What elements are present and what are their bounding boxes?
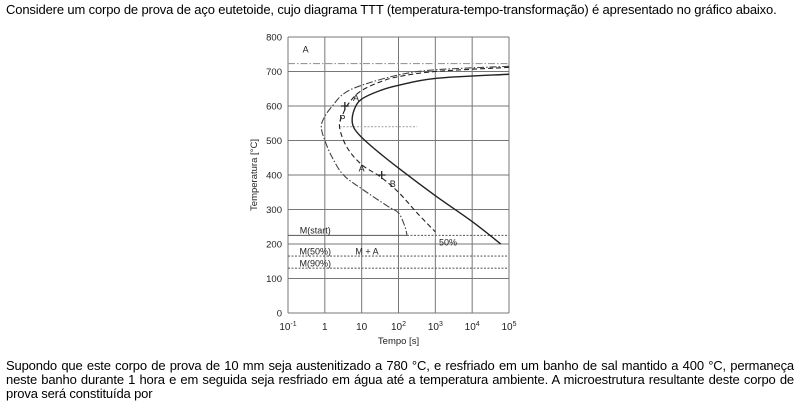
y-tick-label: 500 — [266, 136, 282, 147]
y-tick-label: 800 — [266, 33, 282, 44]
transformation-curve-dash-dot — [320, 65, 510, 236]
region-label: A — [303, 45, 309, 55]
cross-marker — [340, 102, 349, 110]
x-tick-label: 10 — [356, 322, 368, 333]
region-label: 50% — [439, 238, 457, 248]
x-tick-label: 105 — [501, 321, 516, 333]
region-label: M(50%) — [300, 246, 332, 256]
x-tick-label: 102 — [391, 321, 406, 333]
x-tick-label: 103 — [428, 321, 443, 333]
question-intro: Considere um corpo de prova de aço eutet… — [6, 2, 777, 17]
y-tick-label: 0 — [277, 309, 282, 320]
cross-marker — [377, 171, 386, 179]
region-label: A — [359, 164, 365, 174]
y-tick-label: 600 — [266, 102, 282, 113]
y-tick-label: 200 — [266, 240, 282, 251]
y-tick-label: 400 — [266, 171, 282, 182]
x-axis-label: Tempo [s] — [378, 336, 419, 347]
question-statement: Supondo que este corpo de prova de 10 mm… — [6, 358, 794, 401]
region-label: A — [353, 93, 359, 103]
y-axis-label: Temperatura [°C] — [249, 139, 260, 211]
region-label: P — [339, 114, 345, 124]
x-tick-label: 104 — [465, 321, 480, 333]
transformation-curve-dashed — [338, 66, 510, 233]
y-tick-label: 100 — [266, 274, 282, 285]
x-tick-label: 1 — [322, 322, 328, 333]
transformation-curve-solid — [351, 73, 510, 245]
region-label: M + A — [355, 246, 378, 256]
y-tick-label: 700 — [266, 67, 282, 78]
region-label: M(start) — [300, 226, 331, 236]
region-label: B — [390, 179, 396, 189]
y-tick-label: 300 — [266, 205, 282, 216]
region-label: M(90%) — [300, 258, 332, 268]
x-tick-label: 10-1 — [279, 321, 296, 333]
